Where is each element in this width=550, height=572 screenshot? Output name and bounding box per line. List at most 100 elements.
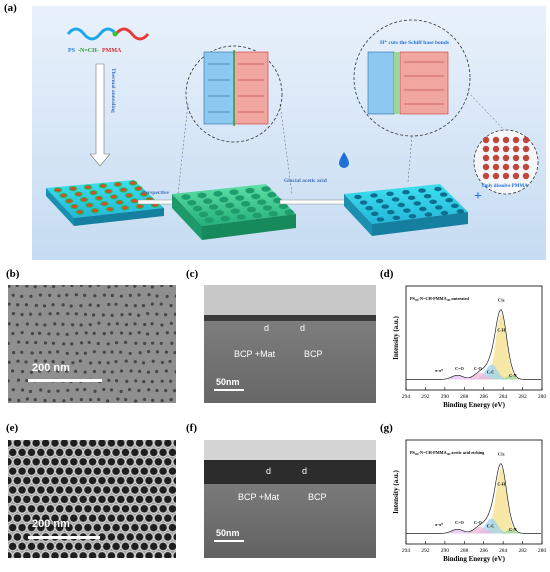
sem-pore [8,285,11,288]
sem-pore [18,524,26,532]
sem-pore [51,495,59,503]
sem-pore [38,312,42,316]
fit-ch [406,468,542,534]
sem-pore [119,389,123,394]
sem-pore [69,397,74,401]
sem-pore [89,552,97,558]
sem-pore [168,542,176,550]
sem-pore [79,285,83,287]
sem-pore [126,552,134,558]
peak-label: π-π* [435,522,443,527]
hole [408,214,417,219]
sem-pore [70,495,78,503]
sem-pore [74,486,83,494]
sem-pore [107,378,111,383]
sem-pore [124,398,128,402]
sem-pore [79,458,87,466]
polymer-name-ps: PS [68,48,76,54]
sem-pore [83,370,87,374]
sem-pore [150,448,158,456]
sem-pore [17,398,21,402]
panel-label-c: (c) [186,268,199,280]
zoom-circle-dissolve [473,129,539,195]
sem-pore [34,359,38,363]
sem-pore [51,360,55,364]
tem-f-label-mat: BCP +Mat [238,492,280,502]
sem-pore [51,477,59,485]
peak-label: C-C [487,370,494,375]
sem-pore [65,467,73,475]
sem-pore [87,340,91,345]
sem-pore [164,388,168,393]
sem-pore [75,351,79,355]
sem-pore [150,341,155,345]
sem-pore [51,440,59,447]
sem-pore [65,542,73,550]
sem-pore [23,514,31,522]
sem-pore [27,524,36,532]
sem-pore [34,340,38,345]
sem-pore [168,486,176,494]
sem-pore [30,351,34,355]
sem-pore [114,360,118,364]
sem-pore [91,313,96,317]
pmma-dot [512,172,520,180]
sem-pore [117,458,125,466]
sem-pore [8,495,12,503]
sem-pore [169,304,173,308]
sem-pore [53,322,57,326]
hole [381,204,390,209]
sem-pore [37,448,45,456]
sem-pore [117,440,125,447]
sem-pore [128,293,133,297]
sem-pore [143,322,147,327]
sem-pore [88,285,92,288]
sem-pore [150,379,154,384]
sem-pore [124,322,129,327]
sem-pore [32,477,40,485]
panel-label-f: (f) [186,422,197,434]
sem-pore [98,533,106,541]
legend-label: PS₁₀₀-N=CH-PMMA₁₀₀ acetic acid etching [410,450,485,455]
sem-pore [140,486,148,494]
sem-pore [51,552,59,558]
sem-pore [126,514,134,522]
sem-pore [117,477,125,485]
sem-pore [114,285,118,288]
sem-pore [112,505,120,513]
sem-pore [34,303,38,308]
sem-pore [173,440,176,447]
plus-sign: + [474,189,482,204]
sem-pore [62,399,66,403]
sem-pore [37,505,45,513]
sem-pore [107,440,115,447]
sem-pore [137,313,141,317]
tem-c-d2: d [300,323,306,333]
hole [435,205,443,210]
sem-pore [46,524,54,532]
sem-pore [131,486,139,494]
sem-pore [98,360,102,365]
sem-pore [169,379,173,383]
sem-pore [163,313,168,317]
sem-pore [61,360,65,364]
sem-pore [125,285,129,287]
sem-pore [79,323,83,327]
sem-pore [30,331,35,336]
pillar-top [236,214,246,220]
x-tick-label: 282 [518,394,527,400]
pmma-dot [502,154,510,162]
sem-pore [74,312,78,316]
sem-pore [56,467,64,475]
sem-pore [47,332,51,336]
sem-pore [173,458,176,466]
sem-pore [27,542,36,550]
scalebar-c-line [214,389,244,391]
sem-pore [11,331,15,336]
sem-pore [164,369,168,373]
sem-pore [65,369,69,373]
sem-pore [121,542,130,550]
sem-pore [142,341,147,346]
sem-pore [27,448,36,456]
sem-pore [140,542,148,550]
